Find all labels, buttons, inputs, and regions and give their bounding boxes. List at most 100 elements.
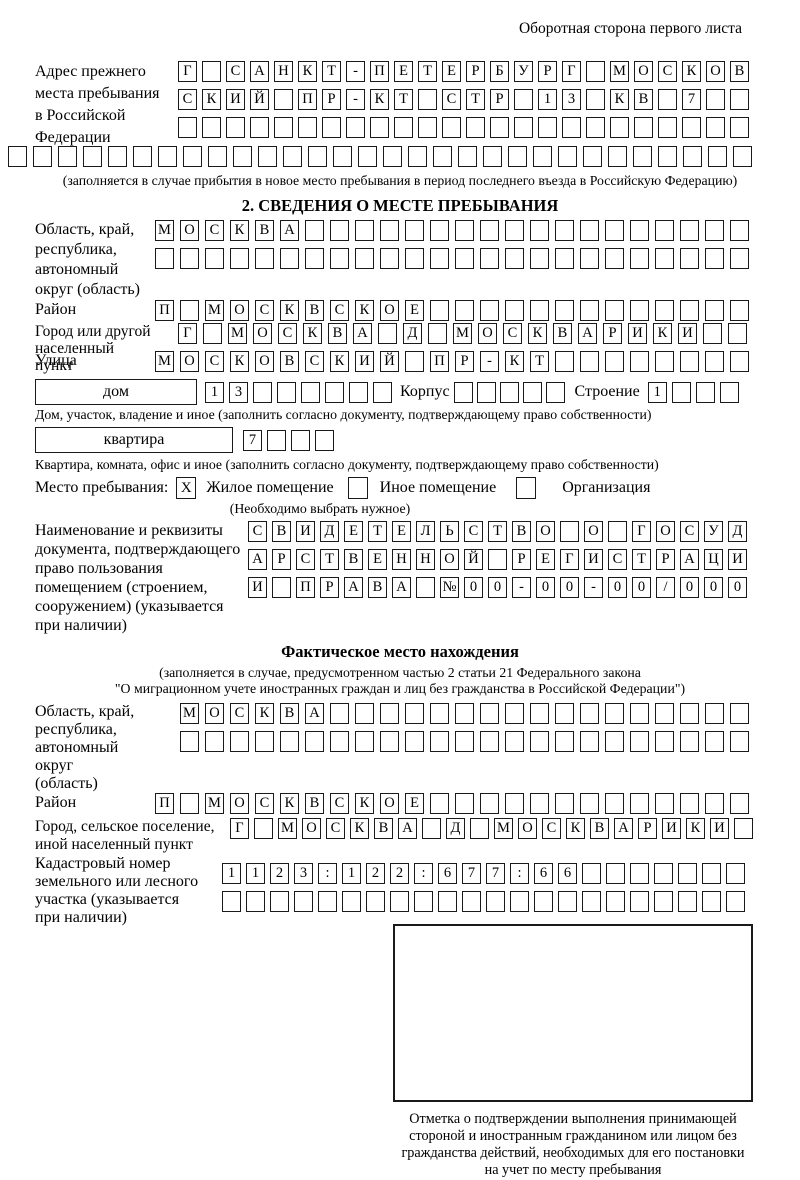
char-cell[interactable]: [580, 731, 599, 752]
char-cell[interactable]: [33, 146, 52, 167]
char-cell[interactable]: [291, 429, 310, 451]
char-cell[interactable]: [480, 793, 499, 814]
char-cell[interactable]: [555, 703, 574, 724]
char-cell[interactable]: [680, 300, 699, 321]
char-cell[interactable]: :: [510, 863, 529, 884]
char-cell[interactable]: [505, 731, 524, 752]
char-cell[interactable]: С: [442, 89, 461, 110]
char-cell[interactable]: С: [226, 61, 245, 82]
char-cell[interactable]: [322, 117, 341, 138]
char-cell[interactable]: [555, 300, 574, 321]
char-cell[interactable]: 1: [538, 89, 557, 110]
char-cell[interactable]: С: [255, 793, 274, 814]
char-cell[interactable]: О: [255, 351, 274, 372]
char-cell[interactable]: С: [205, 351, 224, 372]
char-cell[interactable]: [505, 300, 524, 321]
char-cell[interactable]: [255, 248, 274, 269]
char-cell[interactable]: [605, 703, 624, 724]
char-cell[interactable]: Н: [392, 549, 411, 570]
char-cell[interactable]: -: [584, 577, 603, 598]
char-cell[interactable]: С: [326, 818, 345, 839]
char-cell[interactable]: [533, 146, 552, 167]
char-cell[interactable]: М: [155, 220, 174, 241]
house-field-box[interactable]: дом: [35, 379, 197, 405]
char-cell[interactable]: [671, 381, 691, 403]
char-cell[interactable]: О: [302, 818, 321, 839]
char-cell[interactable]: В: [344, 549, 363, 570]
char-cell[interactable]: [680, 248, 699, 269]
char-cell[interactable]: 0: [728, 577, 747, 598]
char-cell[interactable]: [558, 146, 577, 167]
char-cell[interactable]: О: [205, 703, 224, 724]
char-cell[interactable]: Л: [416, 521, 435, 542]
checkbox-organization[interactable]: [516, 477, 537, 499]
char-cell[interactable]: [470, 818, 489, 839]
char-cell[interactable]: 2: [270, 863, 289, 884]
char-cell[interactable]: [370, 117, 389, 138]
char-cell[interactable]: [180, 300, 199, 321]
char-cell[interactable]: [486, 891, 505, 912]
char-cell[interactable]: [355, 248, 374, 269]
char-cell[interactable]: [430, 793, 449, 814]
char-cell[interactable]: [428, 323, 447, 344]
char-cell[interactable]: 0: [704, 577, 723, 598]
char-cell[interactable]: [301, 381, 320, 403]
char-cell[interactable]: [458, 146, 477, 167]
char-cell[interactable]: [726, 891, 745, 912]
char-cell[interactable]: 0: [464, 577, 483, 598]
char-cell[interactable]: [610, 117, 629, 138]
char-cell[interactable]: 1: [246, 863, 265, 884]
char-cell[interactable]: [683, 146, 702, 167]
char-cell[interactable]: Р: [638, 818, 657, 839]
char-cell[interactable]: [606, 891, 625, 912]
char-cell[interactable]: -: [512, 577, 531, 598]
char-cell[interactable]: [305, 731, 324, 752]
char-cell[interactable]: [655, 351, 674, 372]
char-cell[interactable]: С: [330, 300, 349, 321]
char-cell[interactable]: [580, 220, 599, 241]
char-cell[interactable]: 0: [536, 577, 555, 598]
char-cell[interactable]: [274, 117, 293, 138]
char-cell[interactable]: [605, 220, 624, 241]
char-cell[interactable]: [706, 117, 725, 138]
char-cell[interactable]: 3: [562, 89, 581, 110]
char-cell[interactable]: О: [706, 61, 725, 82]
char-cell[interactable]: [155, 248, 174, 269]
char-cell[interactable]: [705, 793, 724, 814]
char-cell[interactable]: В: [280, 703, 299, 724]
char-cell[interactable]: П: [370, 61, 389, 82]
char-cell[interactable]: [630, 731, 649, 752]
char-cell[interactable]: 7: [243, 429, 262, 451]
char-cell[interactable]: [330, 703, 349, 724]
char-cell[interactable]: [366, 891, 385, 912]
char-cell[interactable]: [726, 863, 745, 884]
char-cell[interactable]: О: [536, 521, 555, 542]
char-cell[interactable]: Т: [530, 351, 549, 372]
char-cell[interactable]: [455, 220, 474, 241]
char-cell[interactable]: [480, 703, 499, 724]
char-cell[interactable]: [582, 891, 601, 912]
char-cell[interactable]: Т: [488, 521, 507, 542]
char-cell[interactable]: В: [512, 521, 531, 542]
char-cell[interactable]: Т: [320, 549, 339, 570]
char-cell[interactable]: [453, 381, 473, 403]
char-cell[interactable]: [705, 248, 724, 269]
char-cell[interactable]: [530, 300, 549, 321]
char-cell[interactable]: [203, 323, 222, 344]
char-cell[interactable]: У: [514, 61, 533, 82]
char-cell[interactable]: [630, 300, 649, 321]
char-cell[interactable]: [605, 300, 624, 321]
char-cell[interactable]: -: [346, 89, 365, 110]
char-cell[interactable]: [58, 146, 77, 167]
char-cell[interactable]: В: [553, 323, 572, 344]
char-cell[interactable]: [555, 351, 574, 372]
char-cell[interactable]: [580, 248, 599, 269]
char-cell[interactable]: К: [682, 61, 701, 82]
char-cell[interactable]: [430, 300, 449, 321]
char-cell[interactable]: О: [180, 351, 199, 372]
char-cell[interactable]: А: [614, 818, 633, 839]
char-cell[interactable]: [555, 220, 574, 241]
char-cell[interactable]: В: [305, 300, 324, 321]
char-cell[interactable]: Т: [418, 61, 437, 82]
char-cell[interactable]: [183, 146, 202, 167]
